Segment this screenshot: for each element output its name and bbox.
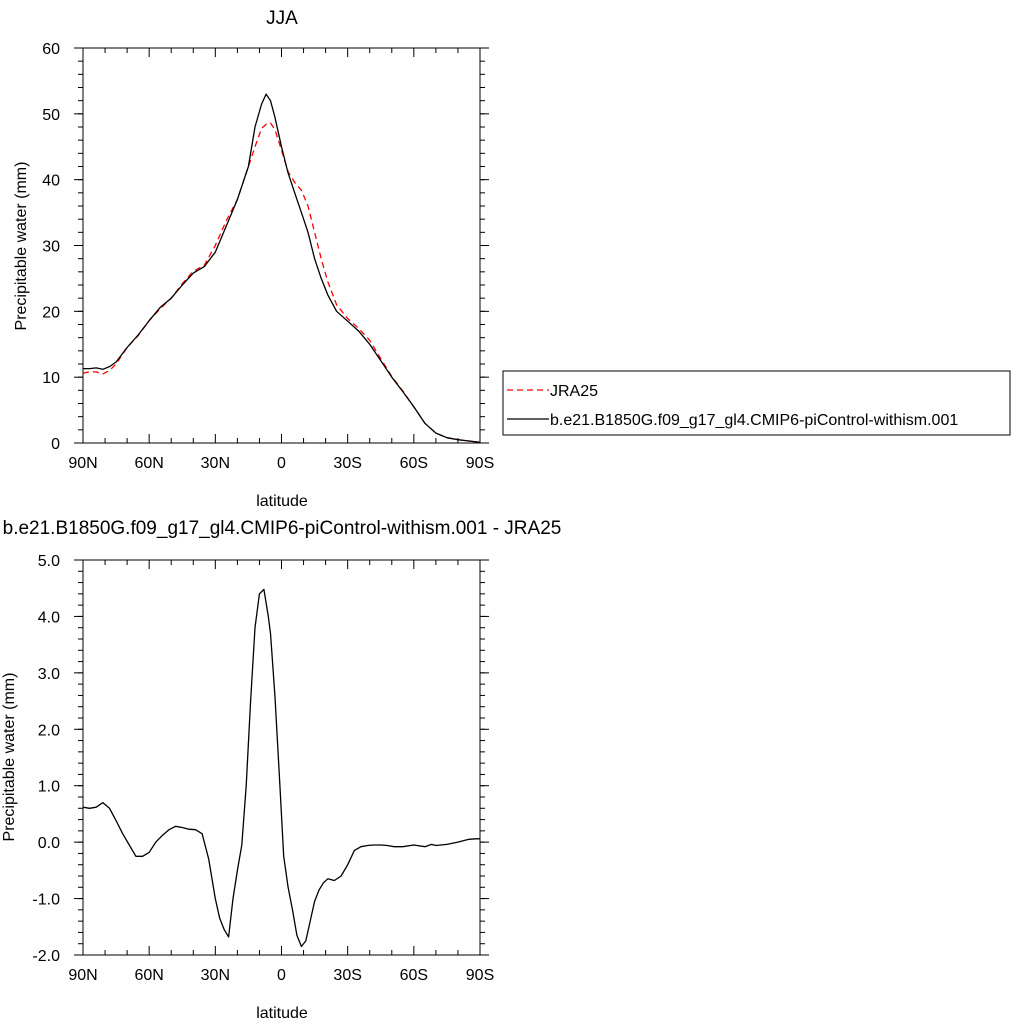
top-y-tick-label: 30 [42,239,60,256]
top-x-tick-label: 30S [333,455,361,472]
bottom-y-tick-label: 1.0 [38,779,60,796]
bottom-x-tick-label: 90N [68,967,97,984]
bottom-x-tick-label: 30S [333,967,361,984]
bottom-y-tick-label: 2.0 [38,722,60,739]
top-y-tick-label: 60 [42,41,60,58]
top-x-tick-label: 60N [134,455,163,472]
top-x-tick-label: 60S [400,455,428,472]
top-series-group [82,93,481,443]
top-x-tick-label: 0 [277,455,286,472]
bottom-y-tick-label: -1.0 [32,892,60,909]
legend-label-jra25: JRA25 [550,383,598,400]
top-y-tick-label: 50 [42,107,60,124]
bottom-x-tick-label: 60S [400,967,428,984]
bottom-y-tick-label: -2.0 [32,948,60,965]
top-y-axis-label: Precipitable water (mm) [13,162,30,331]
bottom-x-axis-label: latitude [256,1005,308,1022]
bottom-x-tick-label: 0 [277,967,286,984]
top-axis-ticks: 90N 60N 30N 0 30S 60S 90S 0 10 20 30 40 50 60 [42,41,494,472]
top-plot-frame [82,47,481,444]
top-y-tick-label: 20 [42,304,60,321]
top-series-line-model [83,93,481,443]
top-chart-panel: JJA 90N 60N 30N 0 30S 60S 90S 0 10 20 30 40 50 60 lat… [13,8,494,510]
bottom-y-tick-label: 4.0 [38,609,60,626]
legend-label-model: b.e21.B1850G.f09_g17_gl4.CMIP6-piControl… [550,412,958,429]
bottom-axis-ticks: 90N 60N 30N 0 30S 60S 90S -2.0 -1.0 0.0 1.0 2.0 3.0 4… [32,553,494,984]
bottom-y-tick-label: 3.0 [38,666,60,683]
bottom-chart-title: b.e21.B1850G.f09_g17_gl4.CMIP6-piControl… [3,518,562,539]
top-x-tick-label: 90S [466,455,494,472]
top-x-tick-label: 90N [68,455,97,472]
bottom-y-axis-label: Precipitable water (mm) [1,673,18,842]
bottom-x-tick-label: 90S [466,967,494,984]
bottom-x-tick-label: 30N [201,967,230,984]
bottom-series-line-difference [82,588,480,948]
top-x-tick-label: 30N [201,455,230,472]
legend: JRA25 b.e21.B1850G.f09_g17_gl4.CMIP6-piC… [502,370,1011,436]
bottom-y-tick-label: 0.0 [38,835,60,852]
top-y-tick-label: 40 [42,173,60,190]
legend-box [502,370,1011,436]
bottom-x-tick-label: 60N [134,967,163,984]
top-series-line-jra25 [82,122,481,443]
bottom-y-tick-label: 5.0 [38,553,60,570]
top-y-tick-label: 0 [51,436,60,453]
top-x-axis-label: latitude [256,493,308,510]
bottom-series-group [82,588,480,948]
bottom-chart-panel: b.e21.B1850G.f09_g17_gl4.CMIP6-piControl… [1,518,561,1022]
bottom-plot-frame [82,559,481,956]
top-y-tick-label: 10 [42,370,60,387]
top-chart-title: JJA [266,8,298,29]
